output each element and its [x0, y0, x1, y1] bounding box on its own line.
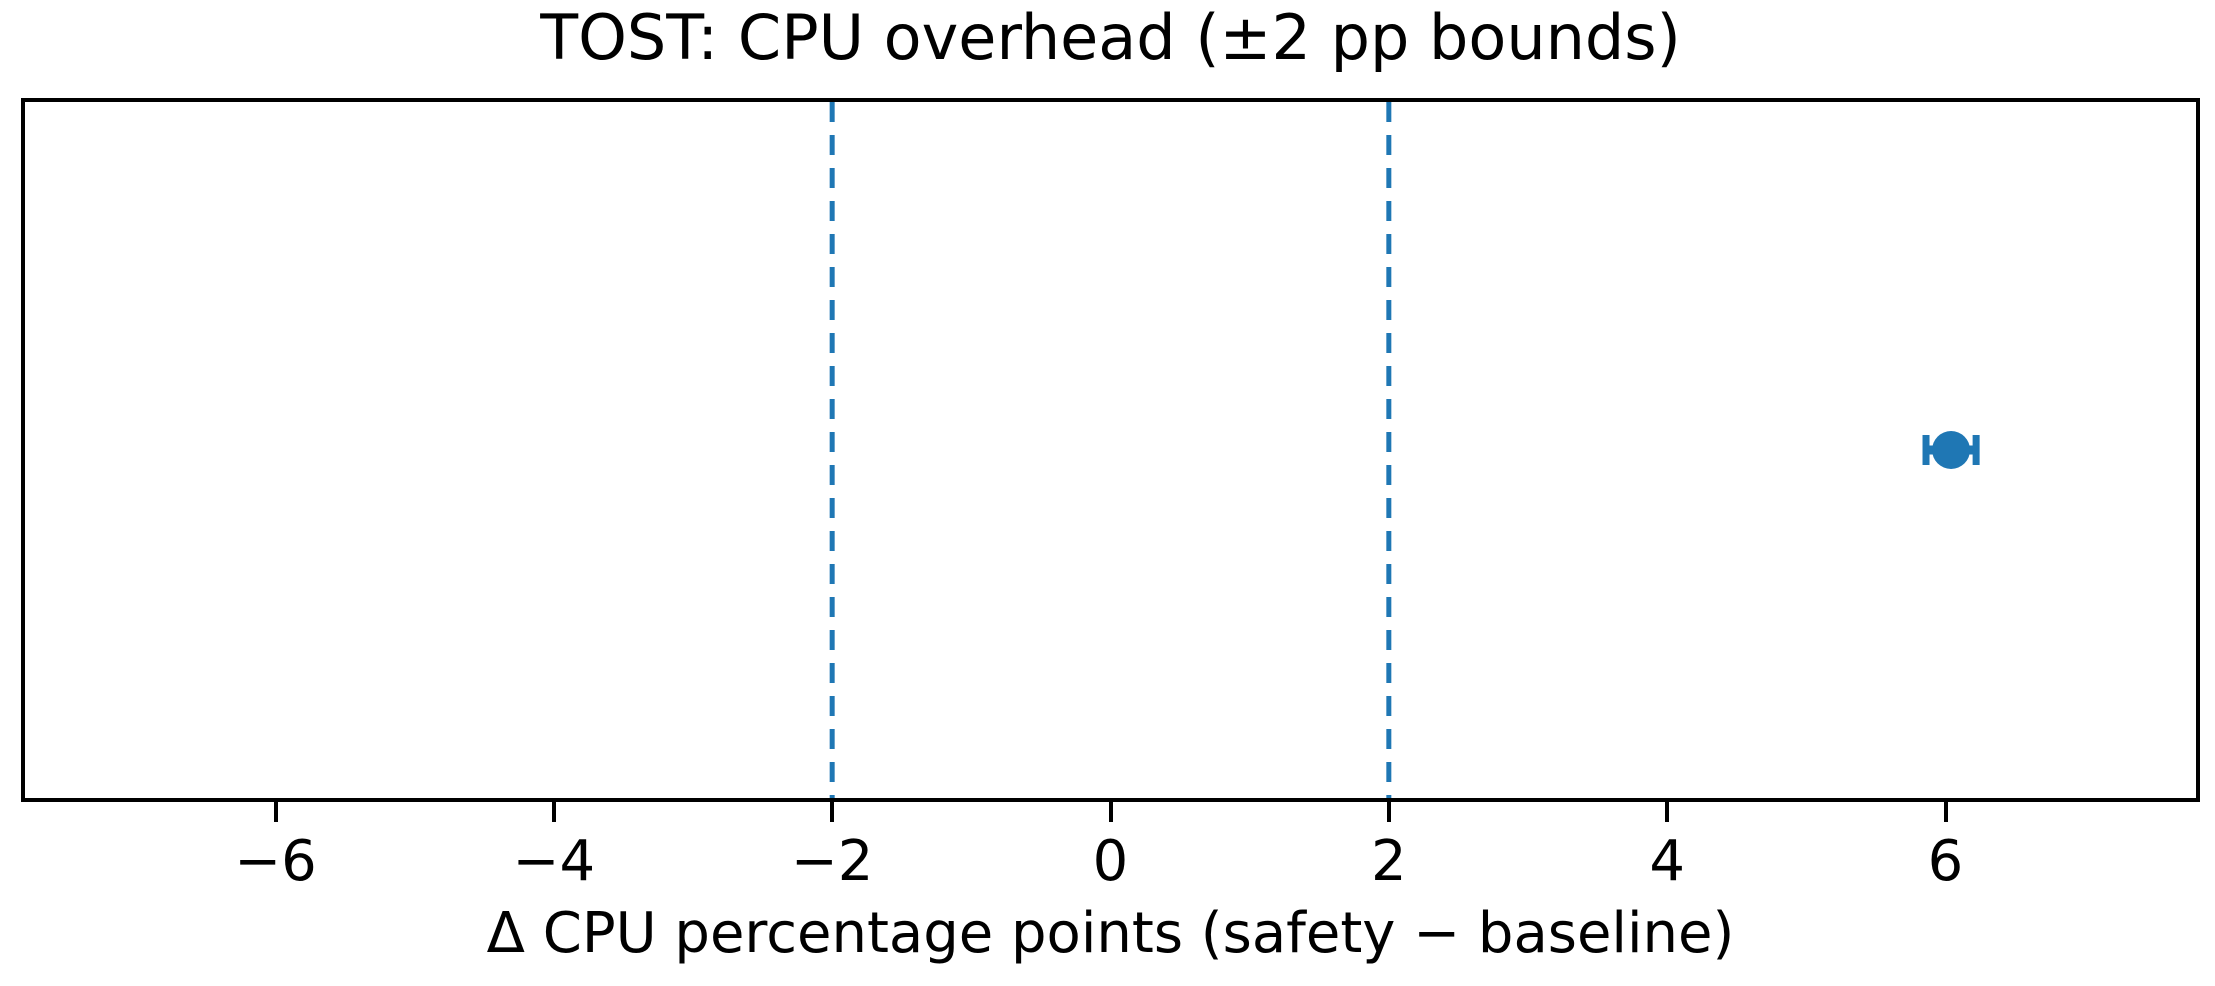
x-axis-label: Δ CPU percentage points (safety − baseli…	[486, 901, 1735, 966]
x-tick-mark	[1386, 802, 1391, 822]
x-tick-label: −4	[512, 829, 596, 894]
chart-canvas	[829, 102, 1980, 798]
x-tick-mark	[1943, 802, 1948, 822]
x-tick-label: 2	[1371, 829, 1407, 894]
chart-title: TOST: CPU overhead (±2 pp bounds)	[540, 1, 1681, 74]
point-marker	[1932, 431, 1971, 469]
x-tick-label: 0	[1092, 829, 1129, 894]
x-tick-label: −2	[790, 829, 874, 894]
x-tick-mark	[830, 802, 835, 822]
x-tick-label: 4	[1649, 829, 1685, 894]
x-tick-label: 6	[1927, 829, 1964, 894]
x-tick-mark	[1665, 802, 1670, 822]
x-tick-mark	[551, 802, 556, 822]
x-tick-mark	[1108, 802, 1113, 822]
x-tick-label: −6	[234, 829, 317, 894]
plot-area	[21, 98, 2200, 802]
x-tick-mark	[273, 802, 278, 822]
